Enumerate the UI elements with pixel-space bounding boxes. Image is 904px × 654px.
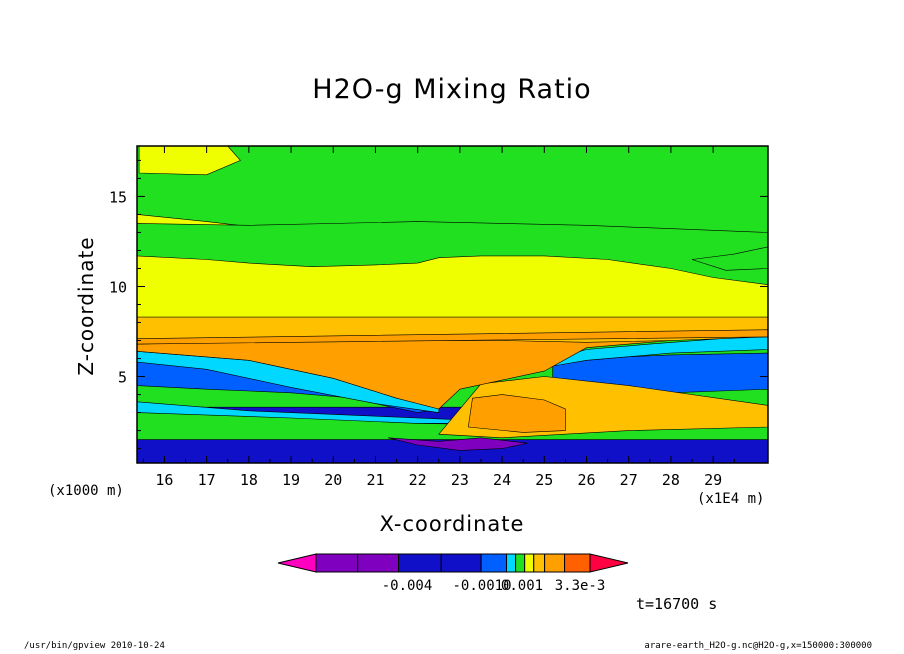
colorbar-segment <box>440 553 482 573</box>
colorbar-segment <box>544 553 566 573</box>
y-tick-label: 15 <box>109 188 127 206</box>
x-tick-label: 18 <box>240 471 258 489</box>
colorbar-triangle-low <box>277 553 317 573</box>
contour-region-14 <box>138 146 241 176</box>
colorbar-triangle-high <box>589 553 629 573</box>
contour-region-12 <box>137 329 768 345</box>
y-axis: 5 10 15 <box>109 159 768 450</box>
x-tick-label: 17 <box>198 471 216 489</box>
colorbar-label: -0.0010 <box>452 578 512 594</box>
x-tick-label: 25 <box>535 471 553 489</box>
colorbar-segment <box>564 553 591 573</box>
x-tick-label: 21 <box>366 471 384 489</box>
x-tick-label: 23 <box>451 471 469 489</box>
footer-source: arare-earth_H2O-g.nc@H2O-g,x=150000:3000… <box>644 641 872 651</box>
y-tick-label: 10 <box>109 278 127 296</box>
y-axis-label: Z-coordinate <box>74 236 98 376</box>
x-tick-label: 24 <box>493 471 511 489</box>
colorbar-segment <box>524 553 535 573</box>
x-axis: 16 17 18 19 20 21 22 23 24 25 26 27 28 29 <box>142 146 735 489</box>
y-tick-label: 5 <box>118 369 127 387</box>
y-axis-unit: (x1000 m) <box>48 483 124 499</box>
x-tick-label: 20 <box>324 471 342 489</box>
x-axis-unit: (x1E4 m) <box>697 491 765 507</box>
colorbar-segment <box>357 553 400 573</box>
x-tick-label: 19 <box>282 471 300 489</box>
x-tick-label: 22 <box>409 471 427 489</box>
contour-region-13 <box>137 221 768 286</box>
contour-region-16 <box>691 246 768 271</box>
x-tick-label: 27 <box>620 471 638 489</box>
footer-command: /usr/bin/gpview 2010-10-24 <box>24 641 165 651</box>
x-axis-label: X-coordinate <box>379 512 525 536</box>
colorbar-segment <box>315 553 359 573</box>
x-tick-label: 29 <box>704 471 722 489</box>
colorbar-label: 0.001 <box>500 578 544 594</box>
contour-region-6 <box>535 334 768 368</box>
colorbar-label: 3.3e-3 <box>554 578 606 594</box>
chart-title: H2O-g Mixing Ratio <box>312 74 592 105</box>
x-tick-label: 16 <box>155 471 173 489</box>
contour-region-15 <box>388 437 528 451</box>
time-label: t=16700 s <box>636 595 718 613</box>
colorbar <box>277 553 629 573</box>
contour-region-9 <box>467 394 566 433</box>
colorbar-segment <box>398 553 442 573</box>
x-tick-label: 26 <box>577 471 595 489</box>
contour-fill-layers <box>137 146 768 463</box>
x-tick-label: 28 <box>662 471 680 489</box>
colorbar-segment <box>506 553 517 573</box>
colorbar-segment <box>515 553 526 573</box>
colorbar-label: -0.004 <box>381 578 433 594</box>
colorbar-segment <box>480 553 508 573</box>
colorbar-segment <box>533 553 546 573</box>
